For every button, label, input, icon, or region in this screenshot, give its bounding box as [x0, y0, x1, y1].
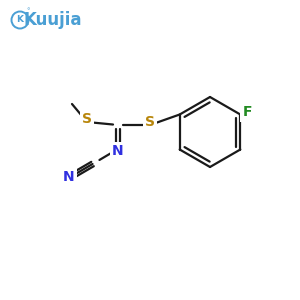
Text: Kuujia: Kuujia: [24, 11, 82, 29]
Text: K: K: [16, 16, 23, 25]
Text: F: F: [243, 106, 252, 119]
Text: S: S: [82, 112, 92, 126]
Text: N: N: [112, 144, 124, 158]
Text: S: S: [145, 115, 155, 129]
Text: °: °: [27, 8, 30, 14]
Text: N: N: [63, 170, 75, 184]
